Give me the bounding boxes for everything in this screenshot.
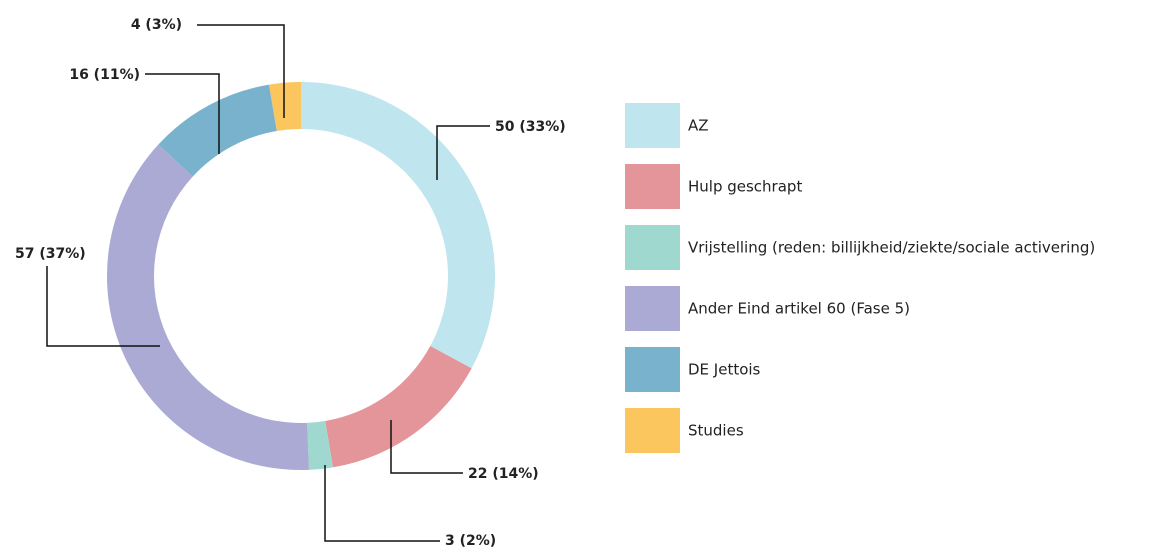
leader-line (145, 73, 220, 154)
donut-slice (269, 82, 301, 132)
data-label: 3 (2%) (445, 533, 496, 548)
donut-slice (307, 420, 333, 470)
legend-label: Vrijstelling (reden: billijkheid/ziekte/… (688, 239, 1095, 257)
leader-line (197, 24, 285, 118)
legend-label: DE Jettois (688, 361, 761, 379)
legend-swatch (625, 103, 680, 148)
legend-swatch (625, 164, 680, 209)
donut-slice (106, 144, 310, 471)
legend-label: AZ (688, 117, 709, 135)
data-label: 57 (37%) (15, 246, 86, 262)
legend-label: Ander Eind artikel 60 (Fase 5) (688, 300, 910, 318)
legend-swatch (625, 225, 680, 270)
leader-line (324, 465, 440, 542)
data-label: 50 (33%) (495, 119, 566, 135)
donut-slice (325, 345, 472, 468)
legend-label: Studies (688, 422, 744, 440)
legend-swatch (625, 408, 680, 453)
leader-line (390, 420, 463, 474)
leader-line (46, 266, 160, 347)
data-label: 4 (3%) (131, 17, 182, 33)
data-label: 22 (14%) (468, 466, 539, 482)
data-label: 16 (11%) (69, 67, 140, 83)
donut-slice (301, 82, 496, 369)
legend-swatch (625, 347, 680, 392)
leader-line (436, 125, 490, 180)
legend-swatch (625, 286, 680, 331)
donut-slice (158, 84, 277, 177)
legend-label: Hulp geschrapt (688, 178, 802, 196)
